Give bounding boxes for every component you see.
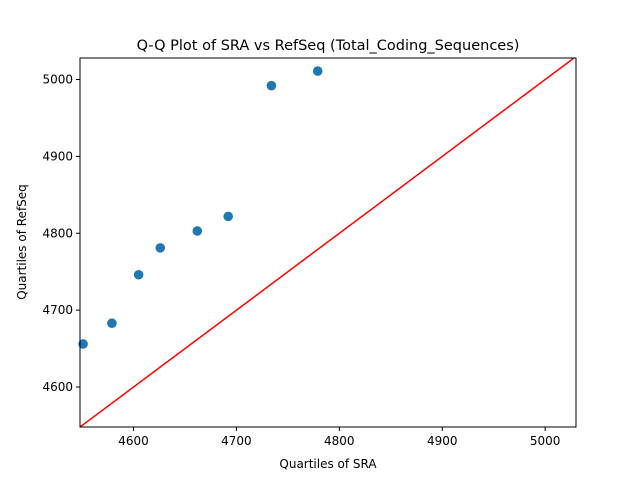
x-axis-ticks: 4600 4700 4800 4900 5000 — [118, 427, 560, 448]
x-tick-label: 4800 — [324, 434, 355, 448]
x-tick-label: 5000 — [530, 434, 561, 448]
y-tick-label: 5000 — [42, 73, 73, 87]
x-axis-label: Quartiles of SRA — [279, 457, 377, 471]
scatter-point — [266, 80, 277, 91]
chart-title: Q-Q Plot of SRA vs RefSeq (Total_Coding_… — [137, 38, 520, 54]
plot-area — [78, 58, 576, 427]
scatter-point — [78, 339, 88, 349]
y-tick-label: 4700 — [42, 303, 73, 317]
scatter-point — [107, 318, 117, 329]
y-tick-label: 4800 — [42, 226, 73, 240]
scatter-point — [155, 243, 166, 253]
scatter-point — [312, 66, 323, 76]
plot-frame — [79, 57, 577, 428]
y-axis-ticks: 4600 4700 4800 4900 5000 — [42, 73, 80, 394]
y-tick-label: 4600 — [42, 380, 73, 394]
x-tick-label: 4700 — [221, 434, 252, 448]
x-tick-label: 4600 — [118, 434, 149, 448]
scatter-point — [133, 269, 144, 280]
x-tick-label: 4900 — [427, 434, 458, 448]
y-tick-label: 4900 — [42, 149, 73, 163]
scatter-point — [223, 211, 233, 222]
y-axis-label: Quartiles of RefSeq — [15, 184, 29, 300]
reference-line — [80, 58, 576, 427]
scatter-point — [192, 226, 203, 236]
